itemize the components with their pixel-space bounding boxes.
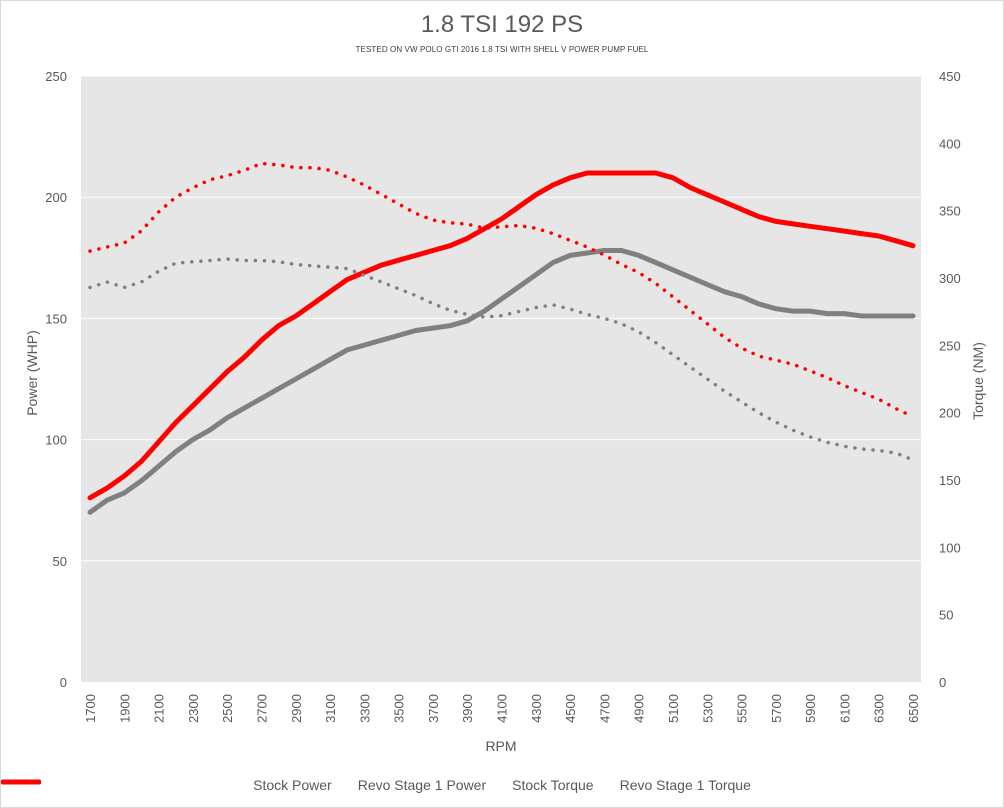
- legend-item: Stock Torque: [1, 777, 594, 793]
- x-tick-label: 3500: [392, 694, 407, 723]
- x-tick-label: 2700: [254, 694, 269, 723]
- right-axis-title: Torque (NM): [970, 342, 986, 420]
- x-tick-label: 5700: [769, 694, 784, 723]
- x-tick-label: 1700: [83, 694, 98, 723]
- right-tick-label: 0: [939, 675, 946, 690]
- left-tick-label: 50: [53, 554, 67, 569]
- x-axis-ticks: 1700 1900 2100 2300 2500 2700 2900 3100 3300 3500…: [83, 694, 921, 723]
- series-lines: [87, 161, 916, 515]
- x-axis-title: RPM: [485, 738, 516, 754]
- right-tick-label: 300: [939, 271, 961, 286]
- left-tick-label: 250: [45, 69, 67, 84]
- legend-item: Stock Power: [1, 777, 332, 793]
- x-tick-label: 6300: [872, 694, 887, 723]
- right-tick-label: 50: [939, 608, 953, 623]
- x-tick-label: 5900: [803, 694, 818, 723]
- x-tick-label: 2300: [186, 694, 201, 723]
- x-tick-label: 2900: [289, 694, 304, 723]
- x-tick-label: 6500: [906, 694, 921, 723]
- series-line: [87, 248, 916, 515]
- x-tick-label: 4100: [495, 694, 510, 723]
- x-tick-label: 2100: [152, 694, 167, 723]
- plot-area: [81, 76, 921, 682]
- x-tick-label: 1900: [117, 694, 132, 723]
- chart-title: 1.8 TSI 192 PS: [420, 11, 584, 38]
- gridlines: [81, 75, 921, 562]
- left-tick-label: 200: [45, 190, 67, 205]
- right-axis-ticks: 0 50 100 150 200 250 300 350 400 450: [939, 69, 961, 690]
- x-tick-label: 4700: [597, 694, 612, 723]
- x-tick-label: 5100: [666, 694, 681, 723]
- x-tick-label: 6100: [837, 694, 852, 723]
- right-tick-label: 450: [939, 69, 961, 84]
- x-tick-label: 5300: [700, 694, 715, 723]
- right-tick-label: 400: [939, 136, 961, 151]
- chart-legend: Stock Power Revo Stage 1 Power Stock Torqu…: [1, 777, 1003, 793]
- series-line: [88, 257, 915, 462]
- right-tick-label: 200: [939, 406, 961, 421]
- x-tick-label: 4500: [563, 694, 578, 723]
- x-tick-label: 2500: [220, 694, 235, 723]
- legend-label: Stock Torque: [512, 777, 594, 793]
- legend-label: Revo Stage 1 Torque: [619, 777, 751, 793]
- x-tick-label: 3300: [357, 694, 372, 723]
- chart-subtitle: TESTED ON VW POLO GTI 2016 1.8 TSI WITH …: [355, 45, 649, 54]
- right-tick-label: 100: [939, 540, 961, 555]
- left-tick-label: 0: [60, 675, 67, 690]
- x-tick-label: 5500: [735, 694, 750, 723]
- x-tick-label: 3100: [323, 694, 338, 723]
- left-tick-label: 150: [45, 311, 67, 326]
- x-tick-label: 3700: [426, 694, 441, 723]
- left-axis-title: Power (WHP): [24, 330, 40, 416]
- legend-item: Revo Stage 1 Power: [1, 777, 487, 793]
- series-line: [87, 170, 916, 501]
- right-tick-label: 350: [939, 204, 961, 219]
- x-tick-label: 3900: [460, 694, 475, 723]
- x-tick-label: 4900: [632, 694, 647, 723]
- right-tick-label: 250: [939, 338, 961, 353]
- legend-label: Revo Stage 1 Power: [357, 777, 487, 793]
- legend-item: Revo Stage 1 Torque: [1, 777, 751, 793]
- legend-label: Stock Power: [253, 777, 332, 793]
- right-tick-label: 150: [939, 473, 961, 488]
- legend-swatch: [1, 780, 41, 784]
- x-tick-label: 4300: [529, 694, 544, 723]
- left-axis-ticks: 0 50 100 150 200 250: [45, 69, 67, 690]
- left-tick-label: 100: [45, 433, 67, 448]
